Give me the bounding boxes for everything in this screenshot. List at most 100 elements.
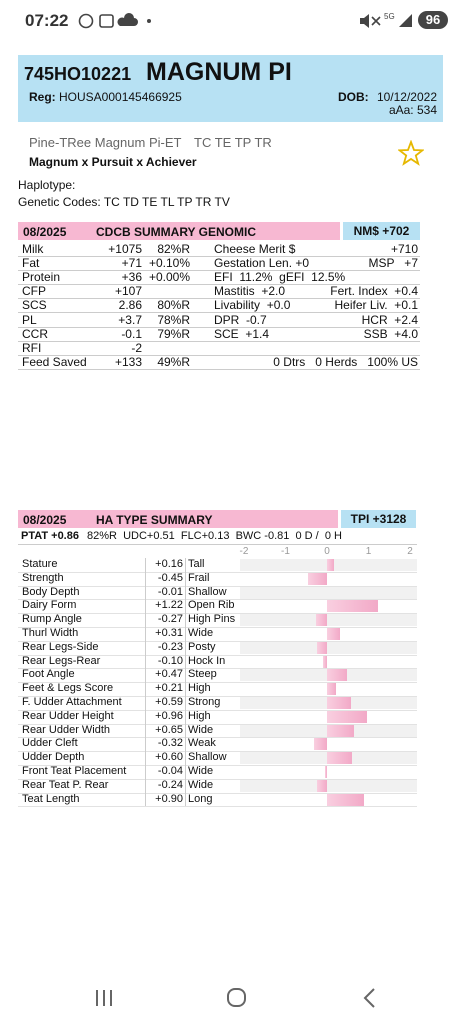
type-row: F. Udder Attachment +0.59 Strong	[18, 696, 417, 711]
divider	[18, 544, 417, 545]
trait-desc: High Pins	[188, 613, 236, 626]
cdcb-rel: 49%R	[157, 354, 190, 369]
trait-bar	[327, 697, 352, 709]
trait-name: Body Depth	[22, 585, 80, 598]
cdcb-title: CDCB SUMMARY GENOMIC	[96, 225, 257, 239]
cdcb-end: Fert. Index +0.4	[330, 284, 418, 299]
cdcb-row: Milk +1075 82%R Cheese Merit $ +710	[18, 243, 420, 257]
status-icons	[78, 13, 151, 29]
trait-band	[240, 614, 417, 627]
trait-name: Udder Depth	[22, 751, 85, 764]
back-button[interactable]	[363, 988, 375, 1008]
cdcb-value: -0.1	[121, 326, 142, 341]
trait-band	[240, 641, 417, 654]
trait-value: +0.65	[145, 723, 186, 738]
cdcb-mid: Cheese Merit $	[214, 242, 296, 256]
trait-bar	[317, 641, 327, 654]
cdcb-rel: +0.10%	[148, 256, 190, 271]
trait-value: -0.27	[145, 613, 186, 627]
trait-desc: Shallow	[188, 751, 227, 764]
trait-name: F. Udder Attachment	[22, 696, 122, 708]
home-button[interactable]	[227, 988, 246, 1007]
trait-value: +0.16	[145, 558, 186, 572]
cdcb-end: HCR +2.4	[361, 312, 418, 327]
trait-desc: Posty	[188, 640, 216, 653]
cdcb-trait: Feed Saved	[22, 354, 87, 369]
trait-bar	[322, 655, 327, 668]
cdcb-row: SCS 2.86 80%R Livability +0.0 Heifer Liv. +0…	[18, 298, 420, 314]
cdcb-trait: PL	[22, 312, 37, 327]
type-row: Body Depth -0.01 Shallow	[18, 585, 417, 601]
trait-bar	[313, 738, 327, 751]
type-row: Rear Udder Height +0.96 High	[18, 709, 417, 725]
x-tick-label: -2	[239, 546, 249, 557]
nm-index: NM$ +702	[343, 222, 420, 240]
cdcb-value: +1075	[108, 242, 142, 256]
trait-desc: Frail	[188, 571, 210, 584]
trait-band	[240, 655, 417, 668]
type-date: 08/2025	[23, 513, 67, 527]
cdcb-mid: SCE +1.4	[214, 326, 270, 341]
cdcb-trait: Protein	[22, 270, 61, 285]
cdcb-trait: Fat	[22, 256, 40, 271]
type-row: Thurl Width +0.31 Wide	[18, 627, 417, 642]
x-tick-label: 0	[324, 546, 330, 557]
x-tick-label: 1	[365, 546, 372, 557]
dob-label: DOB:	[338, 90, 369, 104]
trait-value: +0.47	[145, 668, 186, 683]
recents-button[interactable]	[96, 990, 112, 1006]
trait-name: Stature	[22, 558, 58, 570]
trait-value: -0.45	[145, 571, 186, 586]
trait-desc: Shallow	[188, 585, 227, 598]
cdcb-end: Heifer Liv. +0.1	[334, 298, 418, 313]
trait-bar	[327, 669, 347, 682]
cdcb-trait: Milk	[22, 242, 44, 256]
trait-value: +0.31	[145, 627, 186, 641]
trait-name: Thurl Width	[22, 627, 79, 639]
trait-value: +0.21	[145, 682, 186, 696]
reg-number: HOUSA000145466925	[59, 90, 182, 104]
cdcb-header	[18, 222, 340, 240]
cdcb-trait: RFI	[22, 340, 42, 355]
type-summary: 82%R UDC+0.51 FLC+0.13 BWC -0.81 0 D / 0…	[87, 530, 342, 542]
trait-name: Rear Legs-Side	[22, 640, 99, 653]
cdcb-row: Feed Saved +133 49%R 0 Dtrs 0 Herds 100% US	[18, 354, 420, 370]
type-row: Rear Udder Width +0.65 Wide	[18, 723, 417, 739]
cdcb-row: Fat +71 +0.10% Gestation Len. +0 MSP +7	[18, 256, 420, 272]
haplotype: Haplotype:	[18, 178, 76, 192]
trait-value: -0.24	[145, 778, 186, 793]
trait-desc: Wide	[188, 778, 214, 791]
trait-value: -0.32	[145, 737, 186, 752]
trait-value: -0.10	[145, 654, 186, 669]
trait-value: -0.04	[145, 765, 186, 779]
trait-name: Rear Udder Height	[22, 709, 114, 722]
cdcb-value: +133	[114, 354, 142, 369]
trait-name: Front Teat Placement	[22, 765, 127, 777]
trait-desc: High	[188, 682, 211, 695]
cdcb-mid: DPR -0.7	[214, 312, 267, 327]
type-row: Rear Teat P. Rear -0.24 Wide	[18, 778, 417, 794]
trait-value: +1.22	[145, 599, 186, 614]
cdcb-rel: 79%R	[157, 326, 190, 341]
trait-name: Rear Teat P. Rear	[22, 778, 109, 791]
animal-name: MAGNUM PI	[146, 58, 292, 86]
cdcb-value: +107	[114, 284, 142, 299]
dob: 10/12/2022	[376, 90, 437, 104]
trait-bar	[327, 793, 365, 806]
cdcb-value: +36	[121, 270, 142, 285]
trait-name: Feet & Legs Score	[22, 682, 114, 695]
trait-bar	[327, 724, 354, 737]
cdcb-row: CCR -0.1 79%R SCE +1.4 SSB +4.0	[18, 326, 420, 342]
cdcb-mid: EFI 11.2% gEFI 12.5%	[214, 270, 346, 285]
cdcb-mid: Mastitis +2.0	[214, 284, 286, 299]
trait-bar	[327, 752, 352, 765]
codes: TC TE TP TR	[194, 135, 272, 150]
trait-value: +0.60	[145, 751, 186, 765]
cdcb-row: RFI -2	[18, 340, 420, 356]
trait-name: Rear Udder Width	[22, 723, 111, 736]
type-row: Foot Angle +0.47 Steep	[18, 668, 417, 684]
x-tick-label: 2	[407, 546, 413, 557]
cdcb-value: 2.86	[118, 298, 142, 313]
favorite-star[interactable]	[398, 140, 424, 166]
